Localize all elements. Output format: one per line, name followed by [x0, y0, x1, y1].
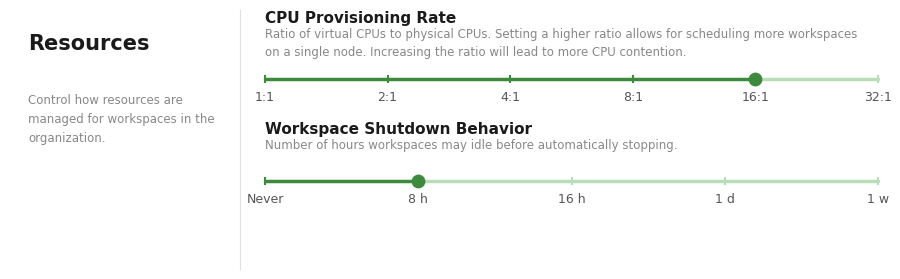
Text: Never: Never [247, 193, 284, 206]
Text: 4:1: 4:1 [500, 91, 520, 104]
Text: Number of hours workspaces may idle before automatically stopping.: Number of hours workspaces may idle befo… [265, 139, 678, 152]
Text: 8:1: 8:1 [623, 91, 643, 104]
Point [748, 77, 762, 81]
Text: CPU Provisioning Rate: CPU Provisioning Rate [265, 11, 456, 26]
Text: Ratio of virtual CPUs to physical CPUs. Setting a higher ratio allows for schedu: Ratio of virtual CPUs to physical CPUs. … [265, 28, 858, 59]
Text: 8 h: 8 h [409, 193, 428, 206]
Point [411, 179, 426, 183]
Text: 32:1: 32:1 [864, 91, 892, 104]
Text: Resources: Resources [28, 34, 149, 54]
Text: Workspace Shutdown Behavior: Workspace Shutdown Behavior [265, 122, 532, 137]
Text: Control how resources are
managed for workspaces in the
organization.: Control how resources are managed for wo… [28, 94, 214, 145]
Text: 16:1: 16:1 [742, 91, 769, 104]
Text: 1 w: 1 w [867, 193, 889, 206]
Text: 1 d: 1 d [715, 193, 734, 206]
Text: 2:1: 2:1 [378, 91, 398, 104]
Text: 16 h: 16 h [558, 193, 585, 206]
Text: 1:1: 1:1 [255, 91, 275, 104]
